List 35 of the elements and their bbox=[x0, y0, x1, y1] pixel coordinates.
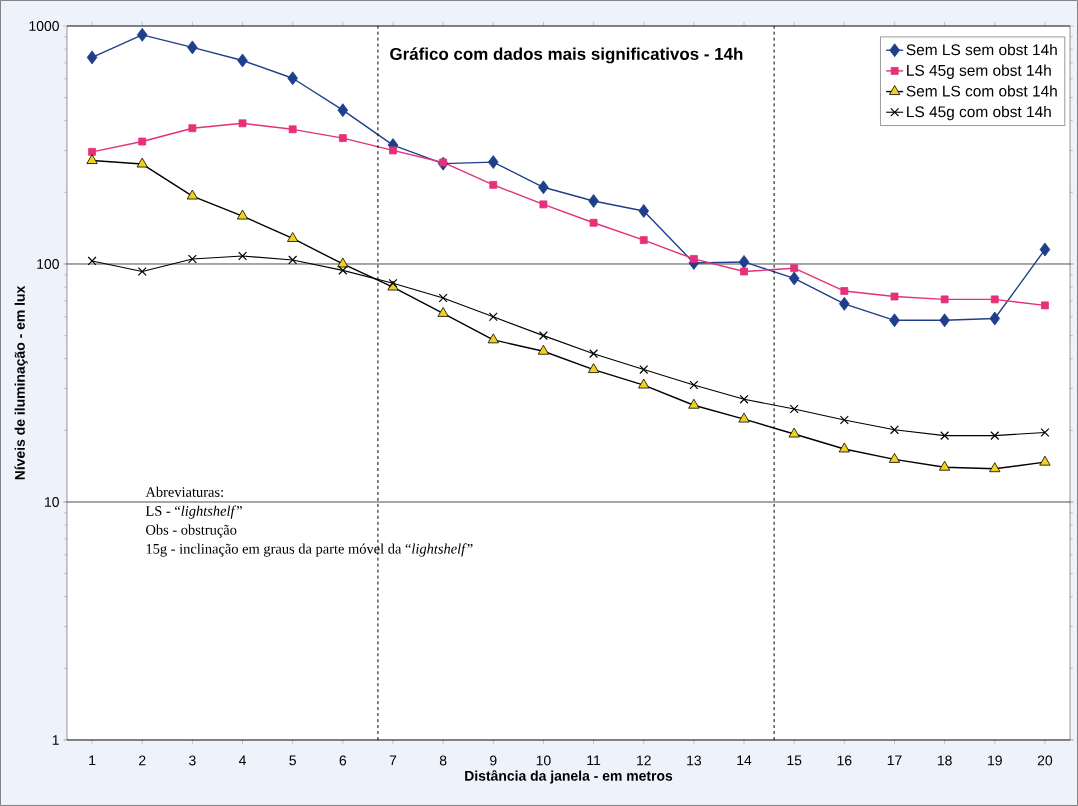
y-axis-title: Níveis de iluminação - em lux bbox=[14, 285, 28, 480]
x-tick-label: 18 bbox=[937, 755, 952, 766]
x-tick-label: 16 bbox=[837, 755, 852, 766]
x-axis-title: Distância da janela - em metros bbox=[465, 770, 673, 784]
x-tick-label: 5 bbox=[289, 755, 296, 766]
x-tick-label: 12 bbox=[637, 755, 651, 766]
x-tick-label: 14 bbox=[737, 755, 752, 766]
annotation: LS - “lightshelf” bbox=[145, 505, 242, 519]
x-tick-label: 9 bbox=[490, 755, 497, 766]
x-tick-label: 19 bbox=[988, 755, 1002, 766]
y-tick-label: 10 bbox=[45, 497, 59, 507]
annotation: Obs - obstrução bbox=[146, 524, 237, 538]
legend-label: LS 45g sem obst 14h bbox=[907, 64, 1051, 79]
y-tick-label: 100 bbox=[37, 259, 59, 269]
x-tick-label: 13 bbox=[687, 755, 702, 766]
x-tick-label: 4 bbox=[238, 755, 246, 766]
y-tick-label: 1 bbox=[52, 735, 59, 745]
x-tick-label: 7 bbox=[389, 755, 397, 766]
x-tick-label: 15 bbox=[787, 755, 802, 766]
annotation: Abreviaturas: bbox=[145, 486, 223, 497]
text: Gráfico com dados mais significativos - 14h bbox=[390, 47, 743, 64]
legend-label: LS 45g com obst 14h bbox=[907, 105, 1051, 121]
x-tick-label: 11 bbox=[587, 755, 601, 766]
annotation: 15g - inclinação em graus da parte móvel da “lightshelf” bbox=[146, 543, 473, 557]
x-tick-label: 6 bbox=[339, 755, 347, 766]
x-tick-label: 20 bbox=[1037, 755, 1053, 766]
x-tick-label: 1 bbox=[89, 755, 96, 766]
x-tick-label: 2 bbox=[139, 755, 146, 766]
x-tick-label: 17 bbox=[887, 755, 902, 766]
y-tick-label: 1000 bbox=[29, 21, 59, 31]
legend-label: Sem LS com obst 14h bbox=[906, 85, 1057, 97]
x-tick-label: 10 bbox=[536, 755, 551, 766]
x-tick-label: 3 bbox=[189, 755, 196, 766]
x-tick-label: 8 bbox=[439, 755, 447, 766]
legend-label: Sem LS sem obst 14h bbox=[906, 43, 1057, 56]
